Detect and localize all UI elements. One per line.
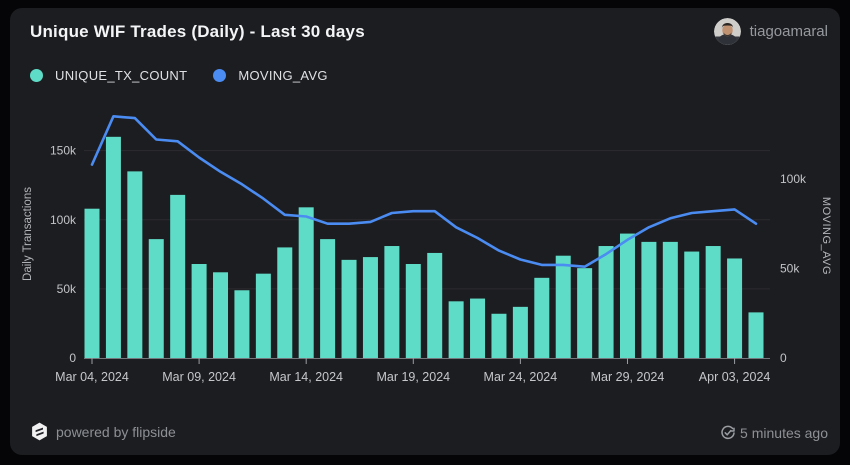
y-axis-right-tick-label: 100k <box>780 172 807 186</box>
x-axis-label: Apr 03, 2024 <box>699 370 771 384</box>
y-axis-left-tick-label: 150k <box>50 144 77 158</box>
x-axis-label: Mar 24, 2024 <box>484 370 558 384</box>
last-updated: 5 minutes ago <box>720 425 828 441</box>
bar-mar-04-2024[interactable] <box>84 208 100 358</box>
refresh-check-icon <box>721 425 735 440</box>
y-axis-right-tick-label: 0 <box>780 351 787 365</box>
y-axis-left-tick-label: 0 <box>69 351 76 365</box>
powered-by-flipside-link[interactable]: powered by flipside <box>30 422 176 441</box>
bar-mar-15-2024[interactable] <box>320 239 336 358</box>
legend-item-moving-avg[interactable]: MOVING_AVG <box>213 68 328 83</box>
bar-apr-02-2024[interactable] <box>705 246 721 358</box>
legend-label: UNIQUE_TX_COUNT <box>55 68 188 83</box>
bar-mar-29-2024[interactable] <box>619 233 635 358</box>
dashboard-card <box>10 8 840 455</box>
last-updated-label: 5 minutes ago <box>740 425 828 441</box>
bar-mar-08-2024[interactable] <box>170 194 186 358</box>
bar-mar-27-2024[interactable] <box>577 268 593 358</box>
bar-mar-30-2024[interactable] <box>641 241 657 358</box>
moving-avg-line <box>90 115 758 269</box>
bar-mar-20-2024[interactable] <box>427 252 443 358</box>
bar-mar-05-2024[interactable] <box>105 136 121 358</box>
bar-apr-01-2024[interactable] <box>684 251 700 358</box>
bar-mar-11-2024[interactable] <box>234 290 250 358</box>
bar-mar-09-2024[interactable] <box>191 263 207 358</box>
x-axis-label: Mar 09, 2024 <box>162 370 236 384</box>
legend-item-unique-tx-count[interactable]: UNIQUE_TX_COUNT <box>30 68 187 83</box>
unique-tx-count-dot-icon <box>30 69 43 82</box>
bar-mar-07-2024[interactable] <box>148 239 164 358</box>
y-axis-left-tick-label: 100k <box>50 213 77 227</box>
y-axis-left-tick-label: 50k <box>57 282 77 296</box>
moving-avg-dot-icon <box>213 69 227 82</box>
y-axis-left-title: Daily Transactions <box>22 187 34 281</box>
bar-mar-28-2024[interactable] <box>598 246 614 358</box>
bar-mar-14-2024[interactable] <box>298 207 314 358</box>
bar-mar-06-2024[interactable] <box>127 171 143 358</box>
y-axis-right-title: MOVING_AVG <box>820 197 832 275</box>
bar-mar-22-2024[interactable] <box>470 298 486 358</box>
bar-mar-18-2024[interactable] <box>384 246 400 358</box>
page-title: Unique WIF Trades (Daily) - Last 30 days <box>30 22 365 41</box>
bar-mar-26-2024[interactable] <box>555 255 571 358</box>
legend-label: MOVING_AVG <box>238 68 328 83</box>
flipside-logo-icon <box>32 422 47 441</box>
bar-mar-23-2024[interactable] <box>491 313 507 358</box>
avatar[interactable] <box>713 18 741 45</box>
x-axis-label: Mar 19, 2024 <box>376 370 450 384</box>
bar-mar-16-2024[interactable] <box>341 259 357 358</box>
y-axis-right-tick-label: 50k <box>780 261 800 275</box>
bar-mar-25-2024[interactable] <box>534 277 550 358</box>
bar-mar-13-2024[interactable] <box>277 247 293 358</box>
x-axis-label: Mar 14, 2024 <box>269 370 343 384</box>
bar-mar-31-2024[interactable] <box>662 241 678 358</box>
powered-by-label: powered by flipside <box>56 423 176 440</box>
user-chip[interactable]: tiagoamaral <box>713 18 828 45</box>
bar-apr-04-2024[interactable] <box>748 312 764 358</box>
x-axis-label: Mar 04, 2024 <box>55 370 129 384</box>
bar-mar-21-2024[interactable] <box>448 301 464 358</box>
bar-mar-19-2024[interactable] <box>405 263 421 358</box>
x-axis-label: Mar 29, 2024 <box>591 370 665 384</box>
legend: UNIQUE_TX_COUNT MOVING_AVG <box>30 68 328 83</box>
bar-mar-10-2024[interactable] <box>213 272 229 358</box>
avatar-image <box>713 18 741 45</box>
bar-mar-24-2024[interactable] <box>512 306 528 358</box>
bar-apr-03-2024[interactable] <box>727 258 743 358</box>
bar-mar-17-2024[interactable] <box>362 257 378 358</box>
bar-mar-12-2024[interactable] <box>255 273 271 358</box>
username[interactable]: tiagoamaral <box>749 23 828 40</box>
